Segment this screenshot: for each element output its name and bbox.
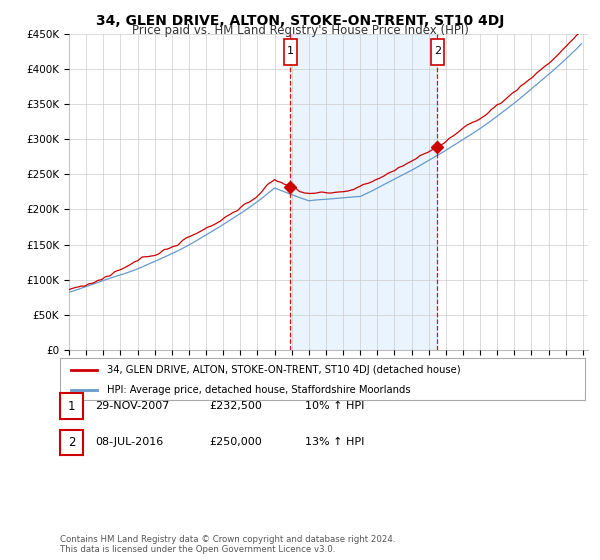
Text: 08-JUL-2016: 08-JUL-2016 xyxy=(95,437,163,447)
Text: 1: 1 xyxy=(287,46,294,56)
Text: 13% ↑ HPI: 13% ↑ HPI xyxy=(305,437,364,447)
Text: Price paid vs. HM Land Registry's House Price Index (HPI): Price paid vs. HM Land Registry's House … xyxy=(131,24,469,36)
Text: 1: 1 xyxy=(68,399,75,413)
Bar xyxy=(290,34,437,350)
Text: £232,500: £232,500 xyxy=(209,401,262,411)
Text: £250,000: £250,000 xyxy=(209,437,262,447)
Text: Contains HM Land Registry data © Crown copyright and database right 2024.
This d: Contains HM Land Registry data © Crown c… xyxy=(60,535,395,554)
Text: 34, GLEN DRIVE, ALTON, STOKE-ON-TRENT, ST10 4DJ (detached house): 34, GLEN DRIVE, ALTON, STOKE-ON-TRENT, S… xyxy=(107,365,461,375)
Text: 2: 2 xyxy=(434,46,441,56)
Text: 29-NOV-2007: 29-NOV-2007 xyxy=(95,401,169,411)
Text: 2: 2 xyxy=(68,436,75,449)
Text: HPI: Average price, detached house, Staffordshire Moorlands: HPI: Average price, detached house, Staf… xyxy=(107,385,411,395)
FancyBboxPatch shape xyxy=(431,39,444,66)
Text: 10% ↑ HPI: 10% ↑ HPI xyxy=(305,401,364,411)
FancyBboxPatch shape xyxy=(284,39,297,66)
Text: 34, GLEN DRIVE, ALTON, STOKE-ON-TRENT, ST10 4DJ: 34, GLEN DRIVE, ALTON, STOKE-ON-TRENT, S… xyxy=(96,14,504,28)
